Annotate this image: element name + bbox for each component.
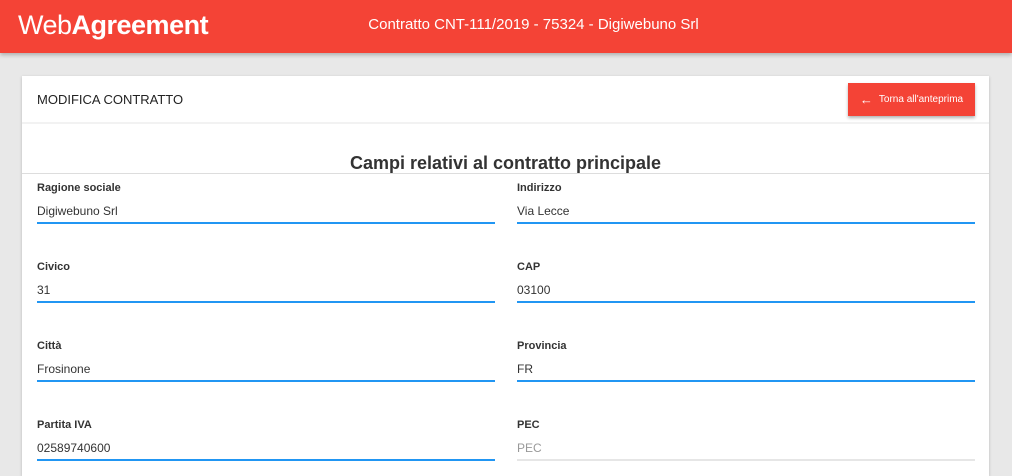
pec-input[interactable]	[517, 431, 975, 461]
section-title: Campi relativi al contratto principale	[349, 153, 662, 173]
field-pec: PEC	[517, 419, 975, 461]
indirizzo-input[interactable]	[517, 194, 975, 224]
field-label: Indirizzo	[517, 182, 562, 194]
cap-input[interactable]	[517, 273, 975, 303]
back-button-label: Torna all'anteprima	[878, 94, 964, 105]
field-indirizzo: Indirizzo	[517, 182, 975, 224]
field-label: Ragione sociale	[37, 182, 121, 194]
section-divider	[22, 173, 989, 174]
field-label: Civico	[37, 261, 71, 273]
card-title: MODIFICA CONTRATTO	[37, 92, 184, 107]
field-label: Partita IVA	[37, 419, 92, 431]
back-to-preview-button[interactable]: ← Torna all'anteprima	[848, 83, 975, 116]
field-civico: Civico	[37, 261, 495, 303]
logo-bold: Agreement	[71, 10, 209, 40]
field-ragione-sociale: Ragione sociale	[37, 182, 495, 224]
field-citta: Città	[37, 340, 495, 382]
ragione-sociale-input[interactable]	[37, 194, 495, 224]
card-header: MODIFICA CONTRATTO ← Torna all'anteprima	[22, 76, 989, 124]
field-label: CAP	[517, 261, 541, 273]
logo[interactable]: WebAgreement	[18, 10, 209, 41]
partita-iva-input[interactable]	[37, 431, 495, 461]
arrow-left-icon: ←	[859, 92, 873, 107]
field-label: Provincia	[517, 340, 567, 352]
logo-light: Web	[18, 10, 72, 40]
field-label: PEC	[517, 419, 540, 431]
contract-title: Contratto CNT-111/2019 - 75324 - Digiweb…	[368, 16, 699, 33]
edit-contract-card: MODIFICA CONTRATTO ← Torna all'anteprima …	[22, 76, 989, 476]
field-partita-iva: Partita IVA	[37, 419, 495, 461]
provincia-input[interactable]	[517, 352, 975, 382]
citta-input[interactable]	[37, 352, 495, 382]
field-provincia: Provincia	[517, 340, 975, 382]
field-label: Città	[37, 340, 62, 352]
field-cap: CAP	[517, 261, 975, 303]
top-bar: WebAgreement Contratto CNT-111/2019 - 75…	[0, 0, 1012, 53]
civico-input[interactable]	[37, 273, 495, 303]
